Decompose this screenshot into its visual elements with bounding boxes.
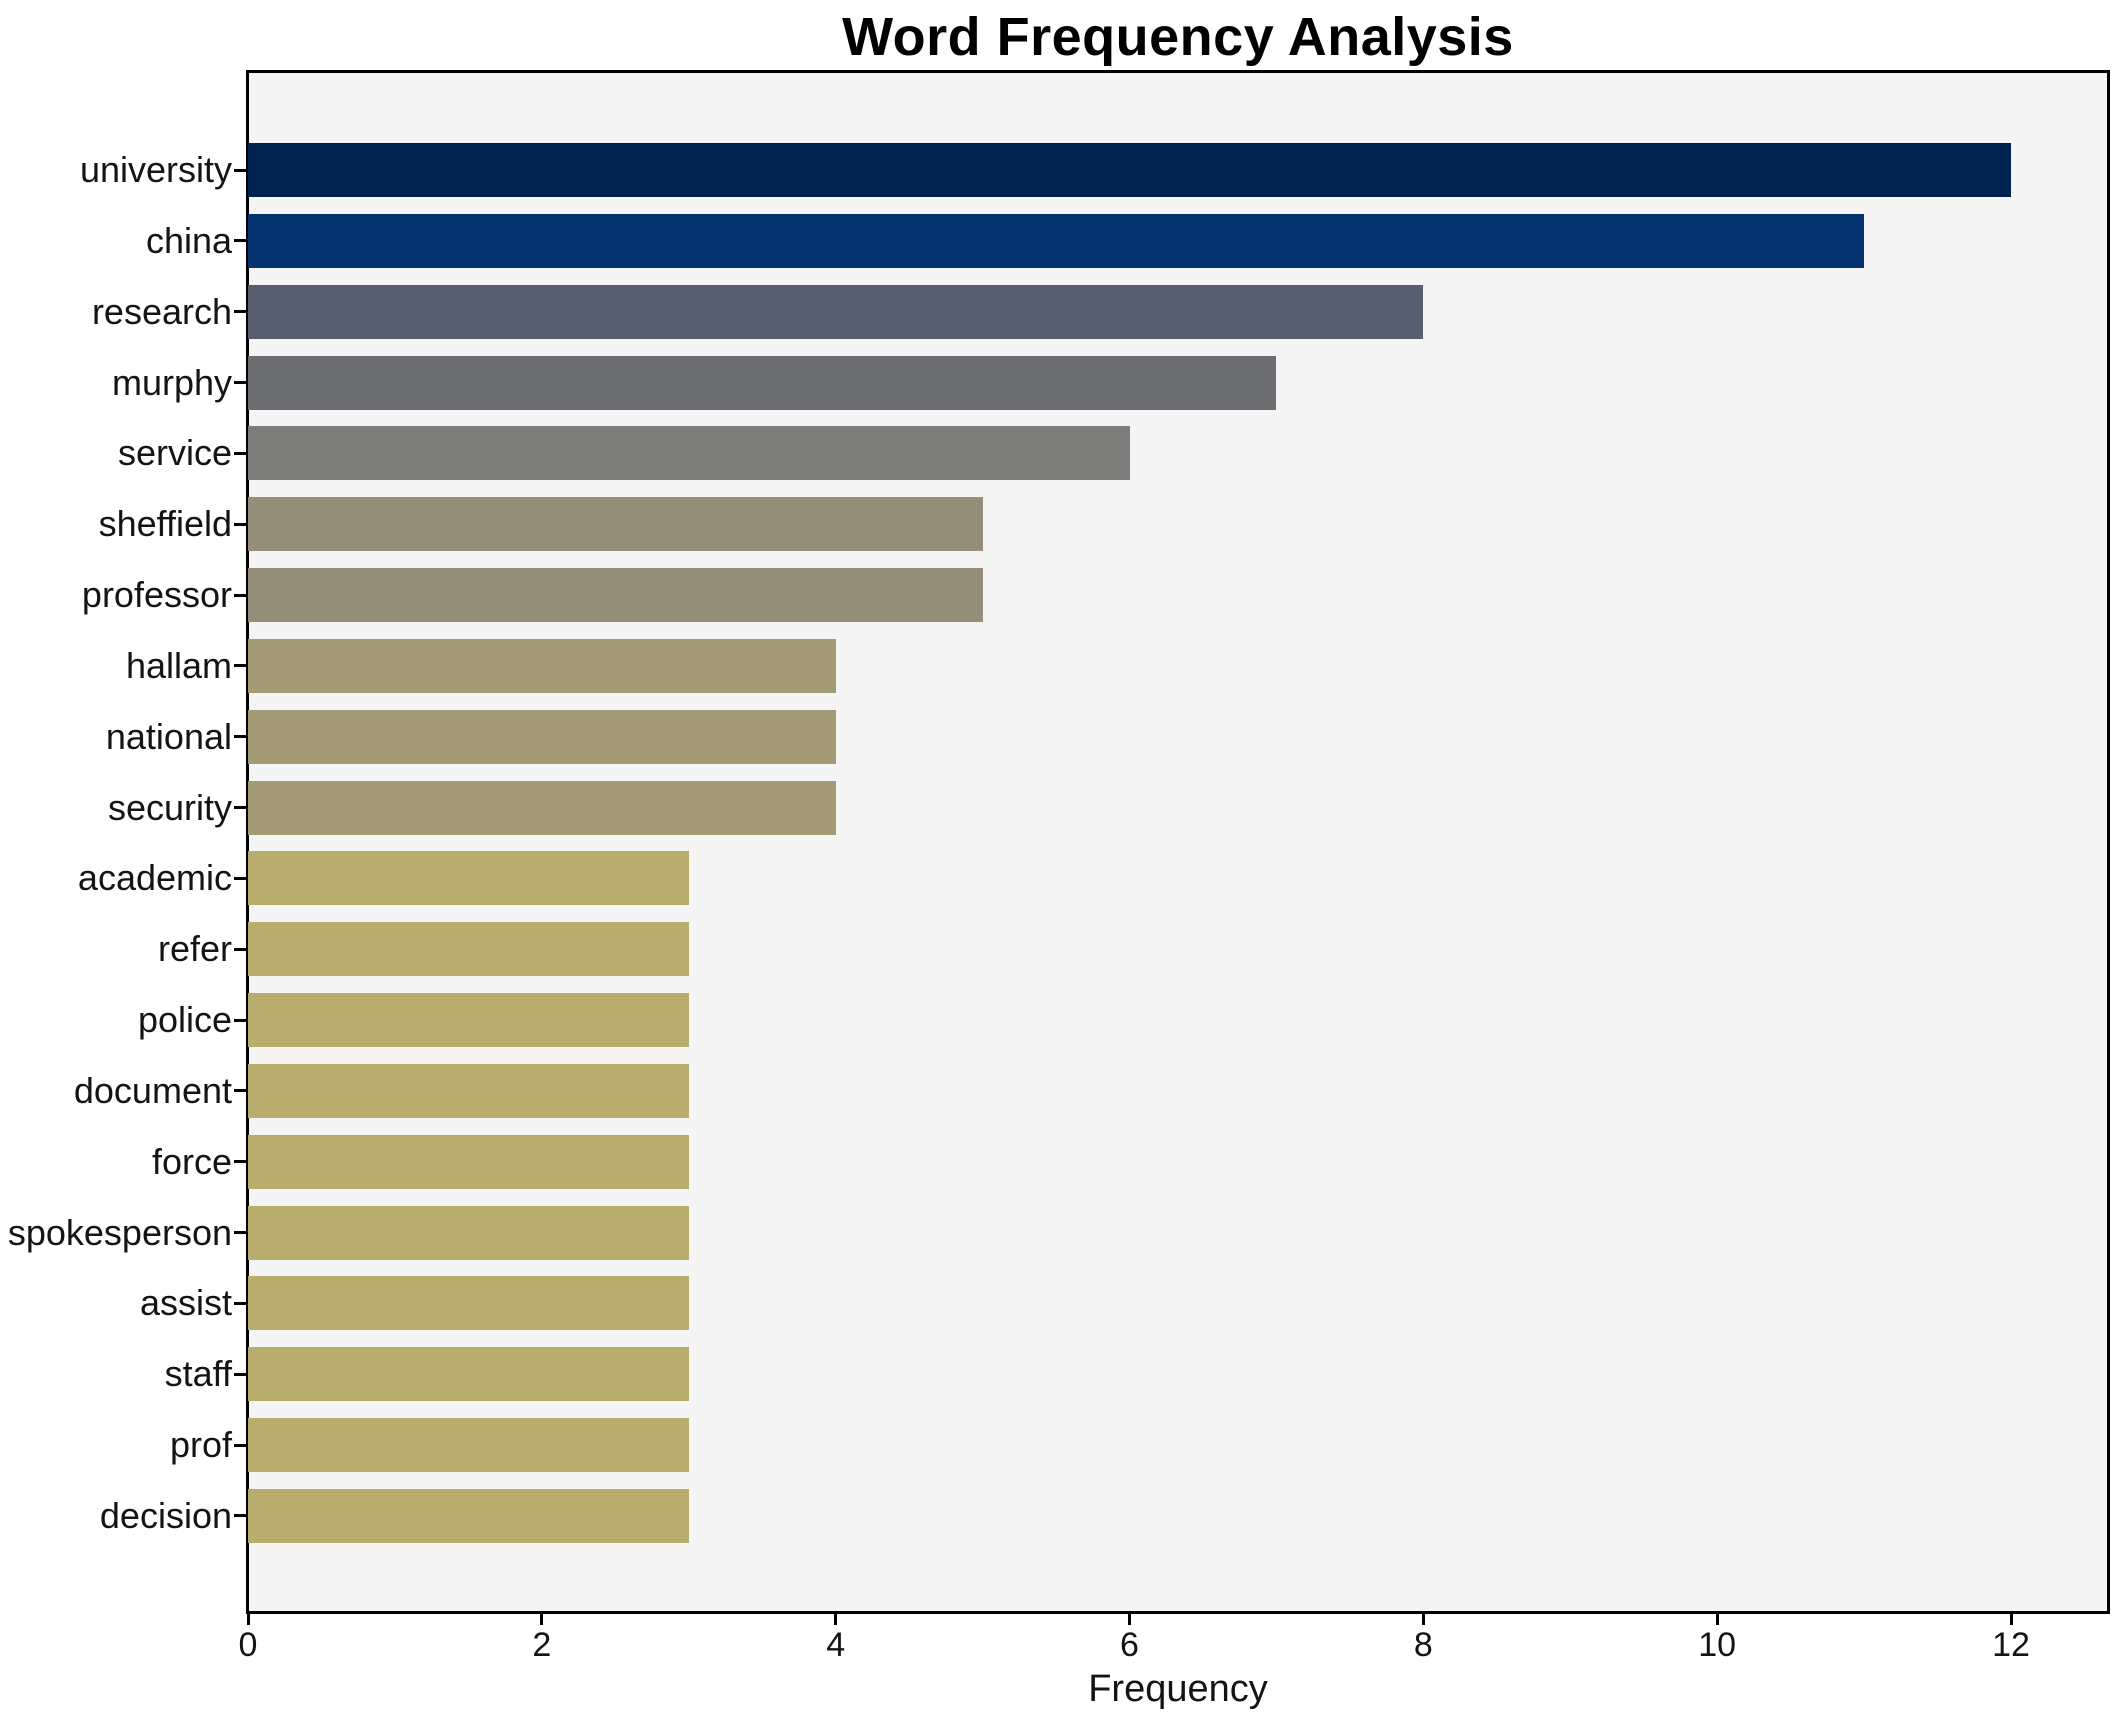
y-tick-label-murphy: murphy (111, 361, 232, 403)
y-tick-mark (234, 1018, 247, 1022)
y-tick-mark (234, 239, 247, 243)
y-tick-label-service: service (117, 432, 232, 474)
x-tick-mark (1715, 1612, 1719, 1625)
bar-service (248, 426, 1130, 481)
chart-title: Word Frequency Analysis (842, 7, 1514, 67)
y-tick-mark (234, 735, 247, 739)
y-tick-label-academic: academic (77, 857, 232, 899)
y-tick-label-police: police (137, 999, 232, 1041)
bar-refer (248, 922, 689, 977)
x-tick-label-8: 8 (1413, 1626, 1433, 1664)
x-axis-label: Frequency (1088, 1668, 1268, 1710)
x-tick-mark (246, 1612, 250, 1625)
y-tick-mark (234, 381, 247, 385)
bar-assist (248, 1276, 689, 1331)
y-tick-mark (234, 664, 247, 668)
y-tick-mark (234, 1372, 247, 1376)
y-tick-label-hallam: hallam (125, 644, 232, 686)
bar-national (248, 709, 836, 764)
bar-staff (248, 1347, 689, 1402)
bar-murphy (248, 355, 1277, 410)
y-tick-label-decision: decision (99, 1494, 232, 1536)
y-tick-mark (234, 947, 247, 951)
y-tick-mark (234, 1514, 247, 1518)
y-tick-label-sheffield: sheffield (98, 503, 232, 545)
y-tick-mark (234, 593, 247, 597)
x-tick-label-0: 0 (238, 1626, 258, 1664)
y-tick-mark (234, 451, 247, 455)
y-tick-mark (234, 522, 247, 526)
y-tick-label-professor: professor (81, 574, 232, 616)
bar-force (248, 1134, 689, 1189)
bar-research (248, 284, 1424, 339)
x-tick-label-6: 6 (1120, 1626, 1139, 1664)
bar-professor (248, 568, 983, 623)
x-tick-mark (540, 1612, 544, 1625)
bar-police (248, 993, 689, 1048)
bar-document (248, 1063, 689, 1118)
y-tick-label-force: force (151, 1140, 232, 1182)
x-tick-label-12: 12 (1992, 1626, 2030, 1664)
y-tick-mark (234, 1160, 247, 1164)
bar-university (248, 143, 2012, 197)
y-tick-mark (234, 1231, 247, 1235)
y-tick-label-refer: refer (157, 928, 232, 970)
bar-decision (248, 1488, 689, 1543)
x-tick-mark (834, 1612, 838, 1625)
y-tick-label-spokesperson: spokesperson (7, 1211, 232, 1253)
y-tick-mark (234, 806, 247, 810)
bar-sheffield (248, 497, 983, 552)
y-tick-label-security: security (107, 786, 232, 828)
y-tick-mark (234, 1443, 247, 1447)
bar-security (248, 780, 836, 835)
bar-hallam (248, 638, 836, 693)
y-tick-label-prof: prof (169, 1424, 232, 1466)
bar-academic (248, 851, 689, 906)
bar-prof (248, 1418, 689, 1473)
y-tick-mark (234, 168, 247, 172)
y-tick-label-staff: staff (164, 1353, 232, 1395)
y-tick-mark (234, 310, 247, 314)
y-tick-label-china: china (145, 219, 232, 261)
y-tick-label-university: university (79, 149, 232, 190)
y-tick-label-national: national (105, 715, 232, 757)
y-tick-mark (234, 876, 247, 880)
x-tick-mark (1421, 1612, 1425, 1625)
y-tick-mark (234, 1301, 247, 1305)
y-tick-label-assist: assist (139, 1282, 232, 1324)
x-tick-label-10: 10 (1698, 1626, 1737, 1664)
y-tick-label-research: research (91, 290, 232, 332)
y-tick-label-document: document (73, 1069, 232, 1111)
x-tick-mark (2009, 1612, 2013, 1625)
bar-china (248, 213, 1865, 268)
x-tick-mark (1128, 1612, 1132, 1625)
bar-spokesperson (248, 1205, 689, 1260)
x-tick-label-2: 2 (532, 1626, 552, 1664)
y-tick-mark (234, 1089, 247, 1093)
x-tick-label-4: 4 (826, 1626, 846, 1664)
